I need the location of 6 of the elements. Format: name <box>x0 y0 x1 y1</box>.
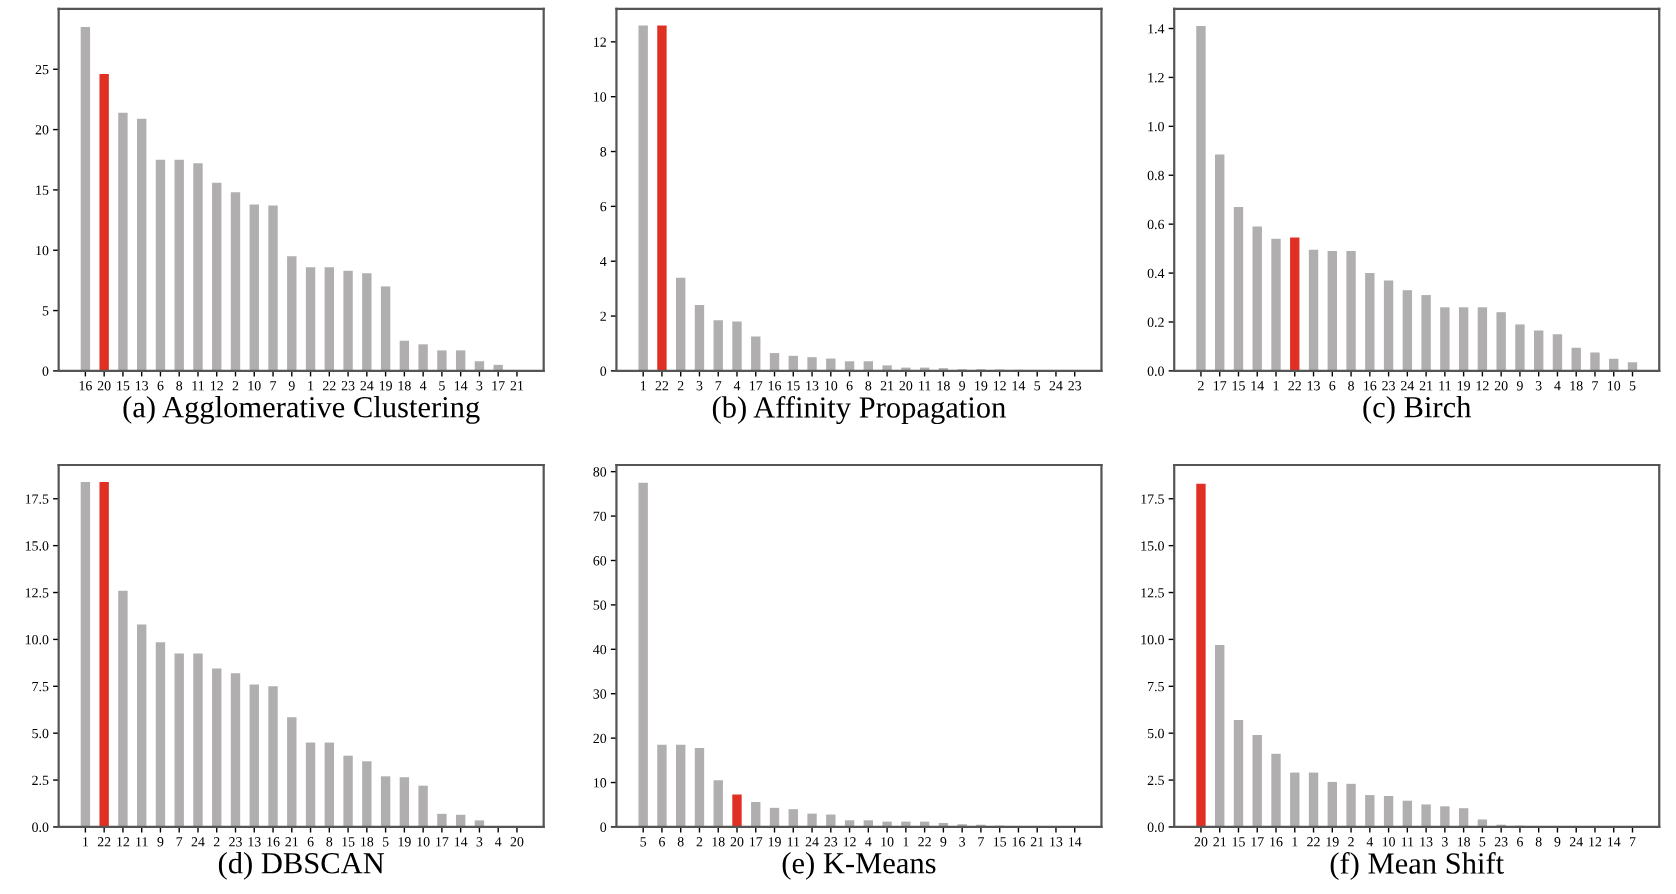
x-axis-title: (f) Mean Shift <box>1330 852 1504 881</box>
x-axis-title: (a) Agglomerative Clustering <box>123 395 480 424</box>
x-axis-title: (e) K-Means <box>782 852 936 880</box>
x-axis-title: (c) Birch <box>1363 395 1472 424</box>
x-axis-title: (d) DBSCAN <box>218 852 385 880</box>
x-axis-title: (b) Affinity Propagation <box>712 395 1006 425</box>
